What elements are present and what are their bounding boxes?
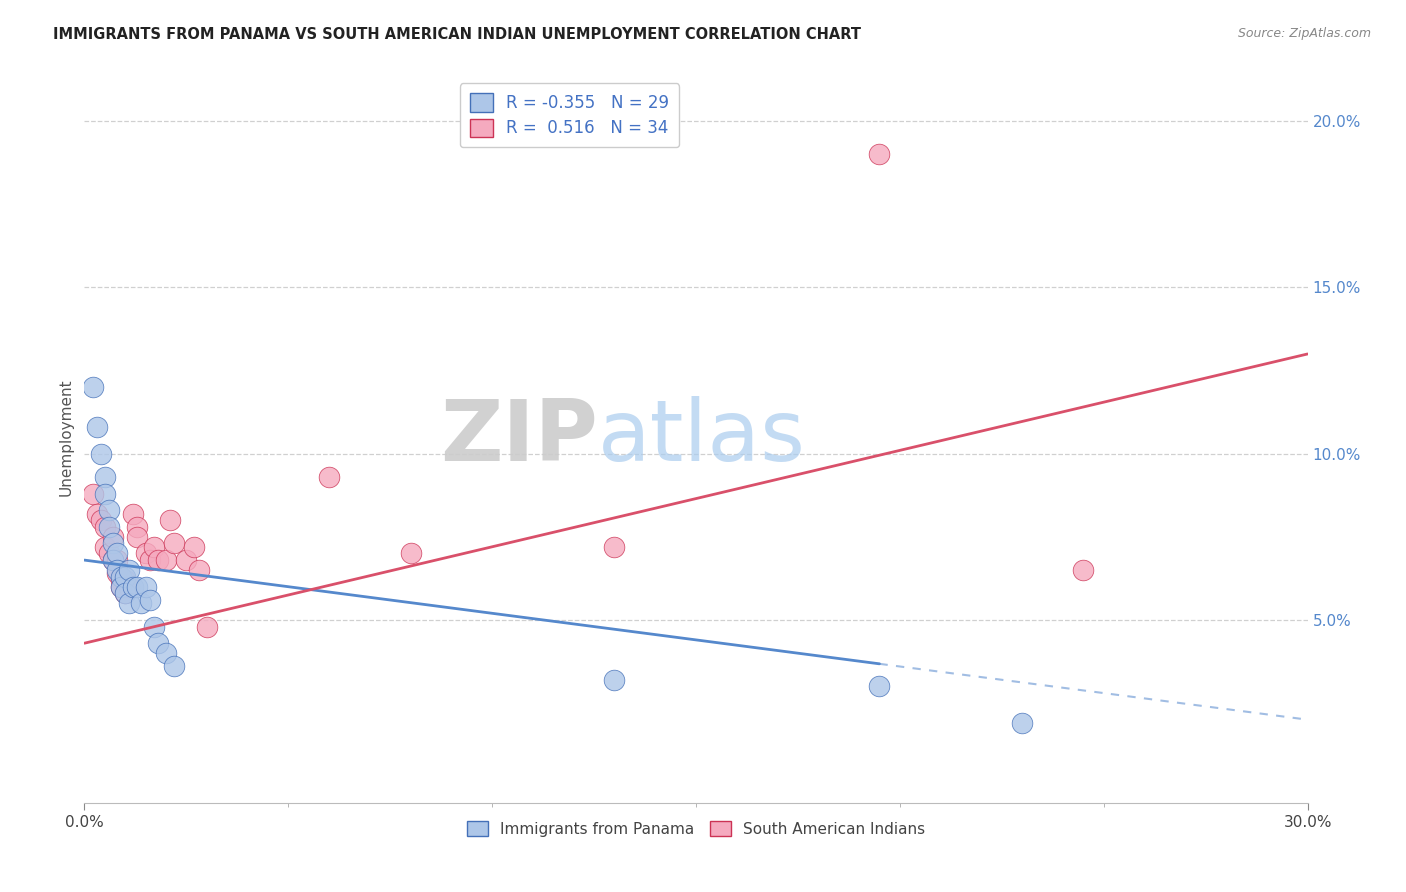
Point: [135, 546, 157, 560]
Point: [1073, 563, 1095, 577]
Point: [110, 580, 132, 594]
Text: ZIP: ZIP: [440, 395, 598, 479]
Point: [105, 563, 128, 577]
Point: [114, 570, 136, 584]
Text: IMMIGRANTS FROM PANAMA VS SOUTH AMERICAN INDIAN UNEMPLOYMENT CORRELATION CHART: IMMIGRANTS FROM PANAMA VS SOUTH AMERICAN…: [53, 27, 862, 42]
Point: [138, 553, 160, 567]
Point: [135, 580, 157, 594]
Point: [603, 673, 626, 687]
Point: [127, 520, 149, 534]
Point: [131, 596, 153, 610]
Point: [97, 520, 120, 534]
Legend: Immigrants from Panama, South American Indians: Immigrants from Panama, South American I…: [460, 814, 932, 843]
Point: [86, 420, 108, 434]
Point: [110, 570, 132, 584]
Point: [142, 619, 165, 633]
Point: [142, 540, 165, 554]
Point: [101, 553, 124, 567]
Point: [82, 486, 104, 500]
Text: atlas: atlas: [598, 395, 806, 479]
Point: [603, 540, 626, 554]
Point: [97, 546, 120, 560]
Point: [118, 563, 141, 577]
Point: [122, 507, 145, 521]
Point: [155, 553, 177, 567]
Point: [101, 553, 124, 567]
Point: [195, 619, 218, 633]
Point: [159, 513, 181, 527]
Point: [90, 513, 112, 527]
Point: [146, 553, 169, 567]
Point: [163, 536, 186, 550]
Point: [155, 646, 177, 660]
Point: [110, 580, 132, 594]
Point: [399, 546, 422, 560]
Point: [101, 536, 124, 550]
Y-axis label: Unemployment: Unemployment: [58, 378, 73, 496]
Point: [97, 503, 120, 517]
Point: [127, 580, 149, 594]
Point: [93, 540, 115, 554]
Point: [318, 470, 340, 484]
Point: [118, 596, 141, 610]
Point: [174, 553, 197, 567]
Point: [127, 530, 149, 544]
Point: [163, 659, 186, 673]
Point: [110, 573, 132, 587]
Point: [183, 540, 205, 554]
Point: [122, 580, 145, 594]
Point: [105, 546, 128, 560]
Point: [93, 470, 115, 484]
Point: [869, 680, 891, 694]
Point: [105, 566, 128, 581]
Point: [114, 586, 136, 600]
Point: [82, 380, 104, 394]
Point: [101, 530, 124, 544]
Point: [1011, 716, 1033, 731]
Point: [118, 580, 141, 594]
Point: [187, 563, 209, 577]
Text: Source: ZipAtlas.com: Source: ZipAtlas.com: [1237, 27, 1371, 40]
Point: [105, 553, 128, 567]
Point: [114, 573, 136, 587]
Point: [869, 147, 891, 161]
Point: [93, 486, 115, 500]
Point: [86, 507, 108, 521]
Point: [138, 593, 160, 607]
Point: [93, 520, 115, 534]
Point: [90, 447, 112, 461]
Point: [114, 586, 136, 600]
Point: [146, 636, 169, 650]
